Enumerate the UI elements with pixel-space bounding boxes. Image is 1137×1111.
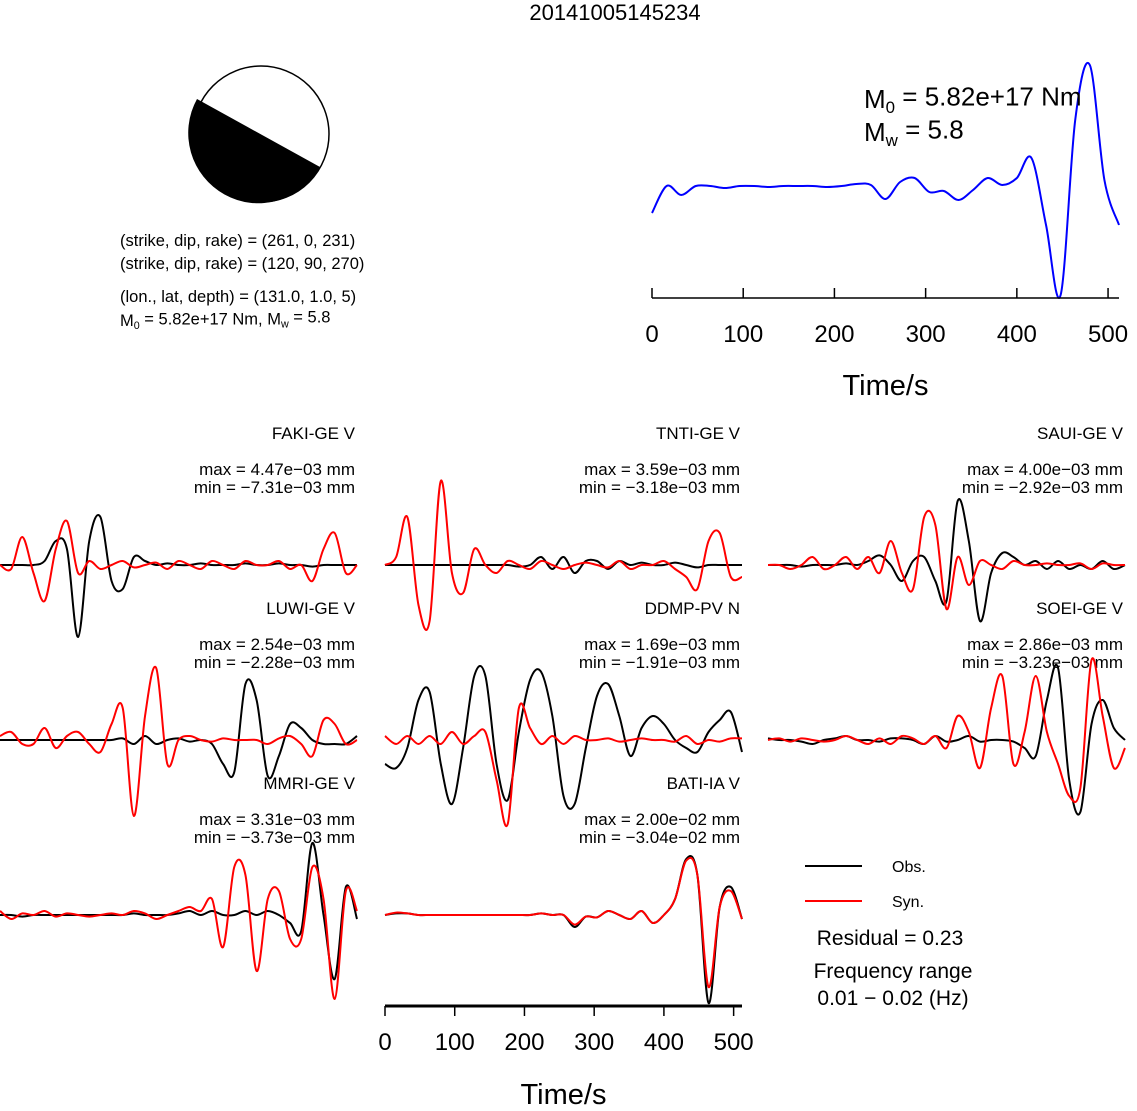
min-label: min = −3.18e−03 mm bbox=[579, 478, 740, 497]
station-label: LUWI-GE V bbox=[266, 599, 355, 618]
beachball-compression bbox=[188, 99, 320, 204]
waveform bbox=[651, 61, 1120, 299]
x-tick-label: 0 bbox=[645, 321, 658, 348]
waveform bbox=[384, 664, 743, 810]
station-label: SAUI-GE V bbox=[1037, 424, 1124, 443]
text-part: = 5.8 bbox=[289, 309, 331, 327]
annotation: M0 = 5.82e+17 Nm bbox=[864, 81, 1082, 117]
min-label: min = −3.04e−02 mm bbox=[579, 828, 740, 847]
annotation: Mw = 5.8 bbox=[864, 114, 964, 150]
plane-text: (strike, dip, rake) = (120, 90, 270) bbox=[120, 255, 364, 273]
frequency-title: Frequency range bbox=[814, 960, 973, 983]
waveform bbox=[384, 702, 743, 828]
max-label: max = 4.00e−03 mm bbox=[967, 460, 1123, 479]
station-label: BATI-IA V bbox=[667, 774, 741, 793]
text-part: = 5.82e+17 Nm bbox=[895, 81, 1081, 111]
x-tick-label: 500 bbox=[714, 1029, 754, 1056]
x-tick-label: 300 bbox=[574, 1029, 614, 1056]
waveform bbox=[0, 858, 358, 1001]
frequency-value: 0.01 − 0.02 (Hz) bbox=[817, 987, 968, 1010]
waveform bbox=[384, 479, 743, 631]
min-label: min = −3.73e−03 mm bbox=[194, 828, 355, 847]
waveform bbox=[767, 509, 1126, 611]
text-part: M bbox=[864, 117, 886, 147]
waveform bbox=[384, 556, 742, 574]
max-label: max = 2.54e−03 mm bbox=[199, 635, 355, 654]
station-label: FAKI-GE V bbox=[272, 424, 356, 443]
waveform bbox=[384, 856, 743, 989]
text-part: M bbox=[120, 312, 134, 330]
station-label: DDMP-PV N bbox=[645, 599, 740, 618]
x-tick-label: 300 bbox=[906, 321, 946, 348]
min-label: min = −1.91e−03 mm bbox=[579, 653, 740, 672]
subscript: w bbox=[280, 318, 289, 330]
residual: Residual = 0.23 bbox=[817, 927, 964, 950]
text-part: M bbox=[864, 84, 886, 114]
beachball bbox=[188, 65, 330, 204]
max-label: max = 3.31e−03 mm bbox=[199, 810, 355, 829]
subscript: 0 bbox=[134, 320, 140, 332]
max-label: max = 2.00e−02 mm bbox=[584, 810, 740, 829]
x-tick-label: 400 bbox=[644, 1029, 684, 1056]
max-label: max = 3.59e−03 mm bbox=[584, 460, 740, 479]
station-label: TNTI-GE V bbox=[656, 424, 741, 443]
x-tick-label: 100 bbox=[435, 1029, 475, 1056]
moment-text: M0 = 5.82e+17 Nm, Mw = 5.8 bbox=[120, 309, 330, 333]
x-tick-label: 0 bbox=[378, 1029, 391, 1056]
x-tick-label: 100 bbox=[723, 321, 763, 348]
waveform bbox=[0, 665, 358, 818]
waveform bbox=[767, 657, 1126, 804]
subscript: w bbox=[885, 131, 899, 150]
min-label: min = −2.92e−03 mm bbox=[962, 478, 1123, 497]
legend-label: Obs. bbox=[892, 859, 926, 876]
station-label: MMRI-GE V bbox=[263, 774, 355, 793]
x-axis-label: Time/s bbox=[843, 370, 929, 402]
x-tick-label: 400 bbox=[997, 321, 1037, 348]
x-axis-label: Time/s bbox=[521, 1079, 607, 1106]
figure-title: 20141005145234 bbox=[529, 0, 700, 25]
x-tick-label: 200 bbox=[504, 1029, 544, 1056]
max-label: max = 1.69e−03 mm bbox=[584, 635, 740, 654]
max-label: max = 2.86e−03 mm bbox=[967, 635, 1123, 654]
waveform bbox=[0, 519, 358, 603]
text-part: = 5.82e+17 Nm, M bbox=[140, 310, 281, 328]
legend-label: Syn. bbox=[892, 894, 924, 911]
station-label: SOEI-GE V bbox=[1036, 599, 1124, 618]
plane-text: (strike, dip, rake) = (261, 0, 231) bbox=[120, 232, 355, 250]
min-label: min = −2.28e−03 mm bbox=[194, 653, 355, 672]
text-part: = 5.8 bbox=[898, 114, 964, 144]
max-label: max = 4.47e−03 mm bbox=[199, 460, 355, 479]
subscript: 0 bbox=[886, 98, 895, 117]
x-tick-label: 200 bbox=[814, 321, 854, 348]
location-text: (lon., lat, depth) = (131.0, 1.0, 5) bbox=[120, 288, 356, 306]
min-label: min = −3.23e−03 mm bbox=[962, 653, 1123, 672]
min-label: min = −7.31e−03 mm bbox=[194, 478, 355, 497]
x-tick-label: 500 bbox=[1088, 321, 1128, 348]
